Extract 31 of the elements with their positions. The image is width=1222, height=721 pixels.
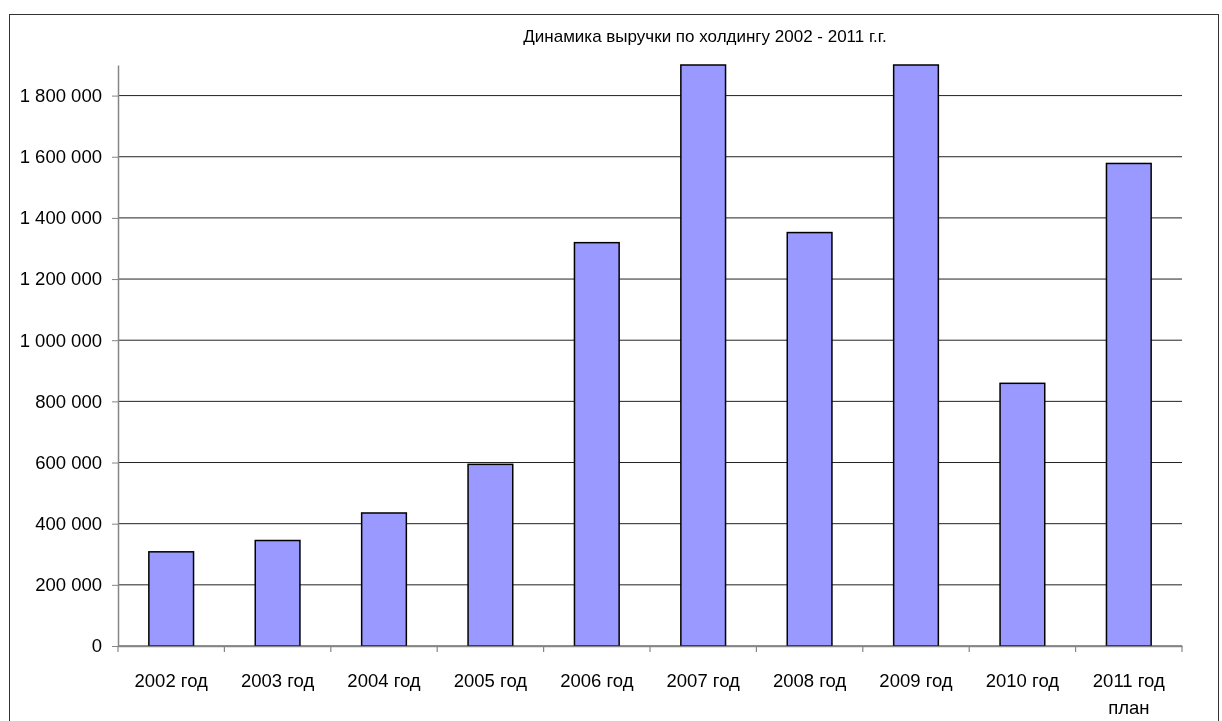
x-tick-label: 2009 год: [879, 670, 953, 692]
bar: [467, 463, 514, 647]
chart-title: Динамика выручки по холдингу 2002 - 2011 г.г.: [523, 27, 887, 46]
y-tick-label: 1 600 000: [19, 146, 102, 168]
y-tick-label: 0: [91, 635, 102, 657]
y-tick-label: 400 000: [35, 513, 102, 535]
bar: [680, 64, 727, 647]
bar: [999, 382, 1046, 647]
y-tick-label: 1 200 000: [19, 268, 102, 290]
bar: [148, 551, 195, 647]
bar: [254, 539, 301, 647]
y-tick-label: 800 000: [35, 390, 102, 412]
x-tick-label: 2011 год план: [1092, 670, 1165, 718]
bar: [360, 512, 408, 647]
x-tick-label: 2006 год: [560, 670, 634, 692]
y-tick-label: 1 000 000: [19, 329, 102, 351]
bar: [786, 231, 833, 647]
y-tick-label: 600 000: [35, 451, 102, 473]
x-tick-label: 2004 год: [347, 670, 421, 692]
y-tick-label: 1 400 000: [19, 207, 102, 229]
y-tick-label: 200 000: [35, 574, 102, 596]
x-tick-label: 2003 год: [240, 670, 315, 692]
x-tick-label: 2002 год: [134, 670, 209, 692]
y-tick-label: 1 800 000: [19, 85, 102, 106]
x-tick-label: 2007 год: [666, 670, 741, 692]
bar: [1105, 162, 1152, 647]
x-tick-label: 2008 год: [772, 670, 847, 692]
bar: [892, 64, 940, 647]
bar: [573, 241, 620, 647]
x-tick-label: 2005 год: [453, 670, 528, 692]
x-tick-label: 2010 год: [985, 670, 1060, 692]
